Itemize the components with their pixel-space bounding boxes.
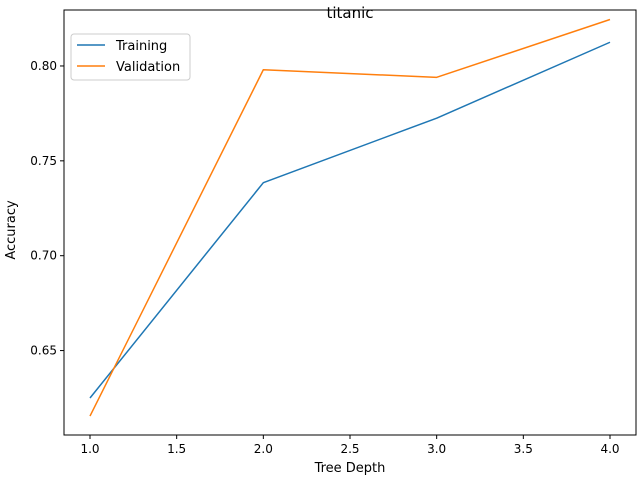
y-tick-label: 0.75	[30, 154, 57, 168]
y-tick-label: 0.65	[30, 344, 57, 358]
legend-label-2: Validation	[116, 60, 180, 75]
chart-title: titanic	[326, 4, 373, 22]
x-tick-label: 3.5	[514, 442, 533, 456]
y-axis-ticks: 0.65 0.70 0.75 0.80	[30, 59, 64, 358]
x-tick-label: 2.5	[340, 442, 359, 456]
series-line-2	[89, 18, 611, 417]
y-axis-label: Accuracy	[4, 200, 19, 260]
x-tick-label: 1.5	[167, 442, 186, 456]
x-tick-label: 4.0	[600, 442, 619, 456]
x-axis-ticks: 1.0 1.5 2.0 2.5 3.0 3.5 4.0	[80, 435, 620, 456]
x-tick-label: 2.0	[254, 442, 273, 456]
y-tick-label: 0.80	[30, 59, 57, 73]
series-layer	[89, 18, 611, 417]
legend-label-1: Training	[115, 39, 167, 54]
x-axis-label: Tree Depth	[314, 461, 386, 476]
y-tick-label: 0.70	[30, 249, 57, 263]
series-line-1	[89, 41, 611, 399]
x-tick-label: 1.0	[80, 442, 99, 456]
legend: Training Validation	[70, 33, 191, 81]
x-tick-label: 3.0	[427, 442, 446, 456]
